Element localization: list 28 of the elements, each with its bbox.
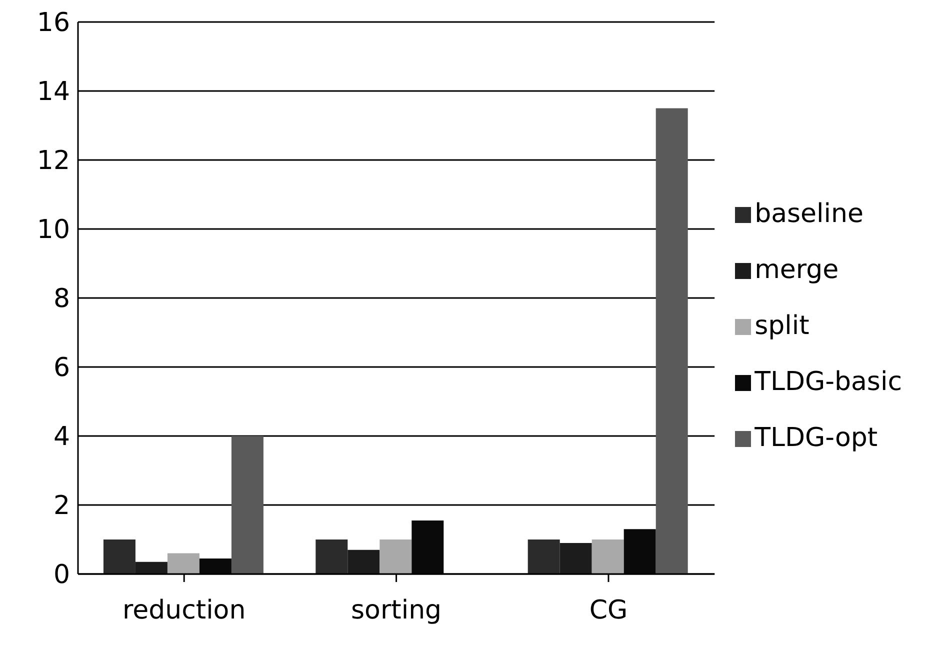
y-tick-label: 14 (36, 77, 70, 108)
bar (167, 553, 200, 574)
bar (135, 562, 168, 574)
bar (380, 540, 412, 574)
bar (231, 436, 264, 574)
y-tick-label: 0 (53, 560, 70, 590)
bar (592, 540, 624, 574)
bar (316, 540, 348, 574)
bar (528, 540, 560, 574)
y-tick-label: 8 (53, 284, 70, 314)
legend-label: split (754, 311, 810, 341)
y-tick-label: 4 (53, 422, 70, 452)
y-tick-label: 10 (36, 215, 70, 246)
x-tick-label: reduction (122, 595, 246, 626)
legend-label: merge (754, 255, 839, 285)
bar (560, 542, 592, 574)
y-tick-label: 6 (53, 353, 70, 384)
y-tick-label: 16 (36, 8, 70, 38)
x-tick-label: sorting (351, 595, 442, 626)
legend-label: baseline (754, 199, 864, 229)
bar (656, 108, 688, 574)
y-tick-label: 2 (53, 491, 70, 522)
y-tick-label: 12 (36, 146, 70, 176)
legend-label: TLDG-basic (754, 367, 902, 397)
bar (103, 540, 136, 574)
bar (348, 550, 380, 574)
legend-label: TLDG-opt (754, 423, 878, 453)
x-tick-label: CG (589, 595, 628, 626)
